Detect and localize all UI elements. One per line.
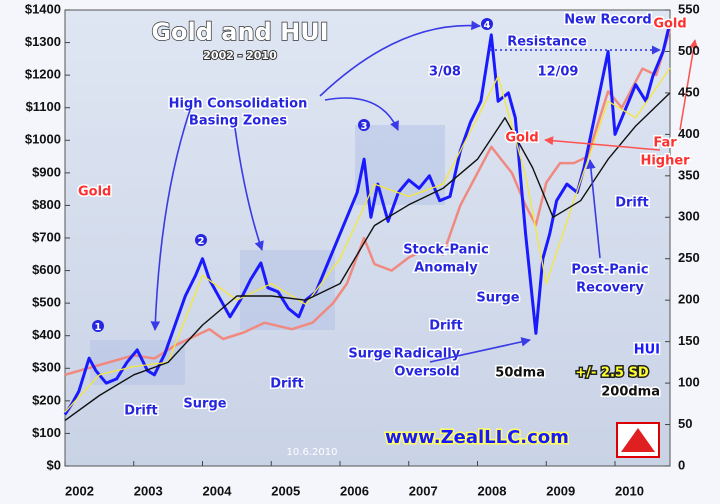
x-tick-label: 2009 [546,483,575,498]
date-stamp: 10.6.2010 [287,447,338,458]
arrow [429,337,531,363]
y2-tick-label: 100 [678,375,700,390]
y-tick-label: $900 [32,164,61,179]
series-line [64,92,671,421]
y2-tick-label: 450 [678,84,700,99]
annotation: Surge [476,291,519,306]
arrow [586,159,601,259]
annotation: 4 [484,20,491,31]
annotation: Anomaly [414,261,478,276]
y-tick-label: $100 [32,425,61,440]
x-tick-label: 2005 [271,483,300,498]
zone [240,250,335,330]
annotation: Drift [124,404,158,419]
y-tick-label: $1100 [26,99,61,114]
y-tick-label: $700 [32,229,61,244]
y-tick-label: $1400 [25,1,61,16]
marker-circle [92,320,104,332]
y2-tick-label: 250 [678,250,700,265]
y-tick-label: $600 [32,262,61,277]
y-tick-label: $1000 [25,132,61,147]
series-line [64,29,672,377]
annotation: 3/08 [429,65,461,80]
y-tick-label: $0 [47,457,61,472]
plot [63,22,672,421]
arrow [324,97,399,131]
x-tick-label: 2002 [65,483,94,498]
y2-tick-label: 150 [678,333,700,348]
y2-tick-label: 200 [678,292,700,307]
arrow [679,39,699,131]
annotation: Recovery [576,281,644,296]
y2-tick-label: 300 [678,209,700,224]
legend-50dma: 50dma [495,366,545,381]
y-tick-label: $300 [32,360,61,375]
x-tick-label: 2004 [203,483,233,498]
annotation: Drift [429,319,463,334]
marker-circle [481,18,493,30]
annotation: Stock-Panic [403,243,489,258]
annotation: Higher [640,154,690,169]
x-tick-label: 2010 [615,483,644,498]
arrow [234,127,264,251]
x-tick-label: 2007 [409,483,438,498]
annotation: 2 [198,236,205,247]
annotation: Gold [653,17,686,32]
y2-tick-label: 50 [678,416,692,431]
y2-tick-label: 400 [678,126,700,141]
x-tick-label: 2006 [340,483,369,498]
y2-tick-label: 500 [678,43,700,58]
arrow [319,20,481,97]
annotation: Gold [505,131,538,146]
marker-circle [195,234,207,246]
legend-sd: +/- 2.5 SD [575,366,648,381]
y-tick-label: $1300 [25,34,61,49]
annotation: Resistance [507,35,587,50]
annotation: High Consolidation [169,97,308,112]
annotation: 3 [361,121,368,132]
y2-tick-label: 350 [678,167,700,182]
arrow [150,109,191,331]
annotation: Far [653,136,677,151]
x-tick-label: 2003 [134,483,163,498]
y-tick-label: $500 [32,295,61,310]
annotation: Drift [270,377,304,392]
watermark: www.ZealLLC.com [385,427,569,448]
arrow [544,136,661,151]
y2-tick-label: 550 [678,1,700,16]
annotation: Radically [394,347,461,362]
legend-200dma: 200dma [601,385,660,400]
chart-subtitle: 2002 - 2010 [203,49,277,62]
y-tick-label: $400 [32,327,61,342]
legend-hui: HUI [634,343,660,358]
logo-mark [621,428,655,452]
annotation: Basing Zones [189,114,287,129]
annotation: Surge [183,397,226,412]
x-tick-label: 2008 [478,483,507,498]
marker-circle [358,119,370,131]
y-tick-label: $200 [32,392,61,407]
annotation: Surge [348,347,391,362]
y-tick-label: $1200 [25,67,61,82]
annotation: Oversold [394,365,459,380]
annotation: 12/09 [538,65,579,80]
annotation: Post-Panic [571,263,648,278]
series-line [64,67,671,413]
annotation: 1 [95,322,102,333]
series-line [63,22,672,416]
y2-tick-label: 0 [678,457,685,472]
annotation: New Record [564,13,651,28]
legend-gold: Gold [78,185,111,200]
chart-title: Gold and HUI [151,18,328,46]
annotation: Drift [615,196,649,211]
y-tick-label: $800 [32,197,61,212]
